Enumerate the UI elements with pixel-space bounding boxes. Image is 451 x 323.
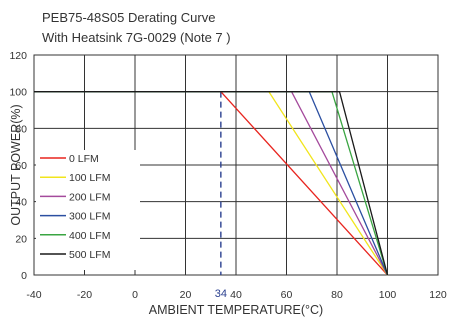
legend-label-0: 0 LFM — [69, 153, 99, 165]
x-tick-80: 80 — [331, 289, 343, 301]
x-tick-40: 40 — [230, 289, 242, 301]
y-tick-80: 80 — [15, 123, 27, 135]
x-tick--20: -20 — [77, 289, 92, 301]
y-tick-60: 60 — [15, 160, 27, 172]
chart-title: PEB75-48S05 Derating Curve — [42, 10, 215, 25]
x-tick-20: 20 — [180, 289, 192, 301]
x-tick-labels: -40 -20 0 20 40 60 80 100 120 — [26, 289, 447, 301]
y-tick-40: 40 — [15, 197, 27, 209]
y-tick-0: 0 — [21, 270, 27, 282]
legend-box — [36, 150, 140, 270]
y-tick-20: 20 — [15, 233, 27, 245]
plot-frame — [33, 54, 439, 276]
series-lines — [34, 91, 389, 276]
series-line-5 — [34, 91, 389, 276]
legend-label-2: 200 LFM — [69, 191, 110, 203]
x-tick-100: 100 — [379, 289, 397, 301]
legend-label-1: 100 LFM — [69, 172, 110, 184]
y-axis-label: OUTPUT POWER(%) — [9, 104, 23, 225]
chart-subtitle: With Heatsink 7G-0029 (Note 7 ) — [42, 30, 231, 45]
x-tick-0: 0 — [132, 289, 138, 301]
x-axis-label: AMBIENT TEMPERATURE(°C) — [149, 303, 323, 317]
x-tick-60: 60 — [281, 289, 293, 301]
legend-label-3: 300 LFM — [69, 211, 110, 223]
y-tick-120: 120 — [9, 50, 27, 62]
marker-34: 34 — [215, 91, 227, 300]
legend-label-5: 500 LFM — [69, 249, 110, 261]
x-tick-120: 120 — [429, 289, 447, 301]
legend: 0 LFM 100 LFM 200 LFM 300 LFM 400 LFM 500 LFM — [36, 150, 140, 270]
y-tick-100: 100 — [9, 87, 27, 99]
marker-label: 34 — [215, 288, 227, 300]
y-tick-labels: 0 20 40 60 80 100 120 — [9, 50, 27, 282]
legend-label-4: 400 LFM — [69, 230, 110, 242]
x-tick--40: -40 — [26, 289, 41, 301]
